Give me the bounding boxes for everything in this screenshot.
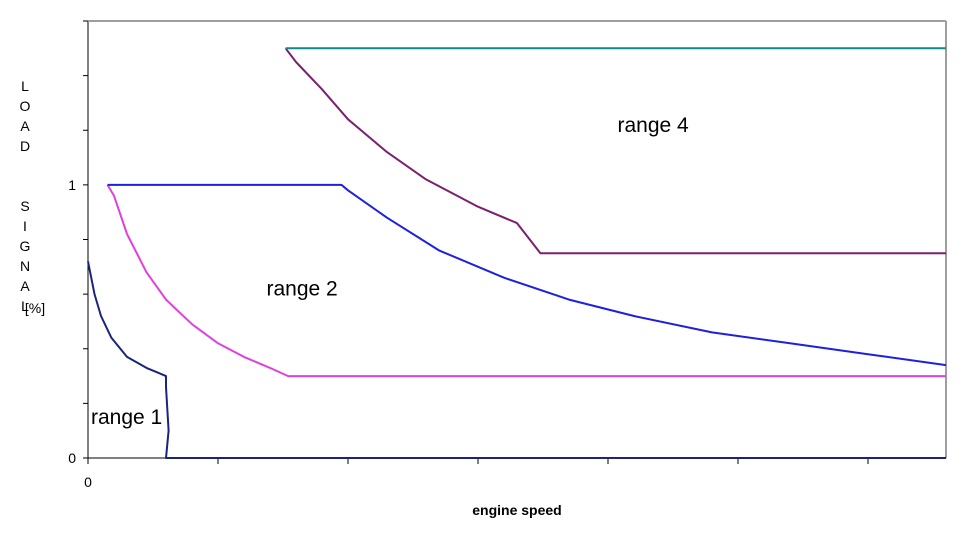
series-line-1: [87, 261, 946, 459]
range-label-2: range 2: [267, 278, 338, 301]
y-axis-title-letter-10: L: [21, 298, 29, 314]
y-axis-title-letter-2: A: [20, 118, 30, 134]
x-axis-title: engine speed: [472, 502, 561, 518]
y-tick-label-1: 1: [68, 177, 76, 193]
x-tick-label-0: 0: [84, 474, 92, 490]
y-axis-title-letter-9: A: [20, 278, 30, 294]
y-axis-title-letter-3: D: [20, 138, 30, 154]
series-line-4: [284, 47, 946, 255]
series-line-2: [106, 184, 946, 378]
y-axis-title-unit: [%]: [25, 300, 45, 316]
series-layer: [87, 47, 947, 459]
y-axis-title-letter-7: G: [20, 238, 31, 254]
plot-frame: [88, 20, 947, 458]
y-axis-title-letter-1: O: [20, 98, 31, 114]
y-axis-title-letter-8: N: [20, 258, 30, 274]
series-line-3: [107, 183, 947, 367]
y-axis-title-letter-5: S: [20, 198, 29, 214]
range-label-3: range 4: [618, 114, 690, 137]
y-axis-title-letter-0: L: [21, 78, 29, 94]
axes: [83, 20, 946, 464]
y-tick-label-0: 0: [68, 450, 76, 466]
y-axis-title-letter-6: I: [23, 218, 27, 234]
range-label-1: range 1: [91, 406, 162, 429]
